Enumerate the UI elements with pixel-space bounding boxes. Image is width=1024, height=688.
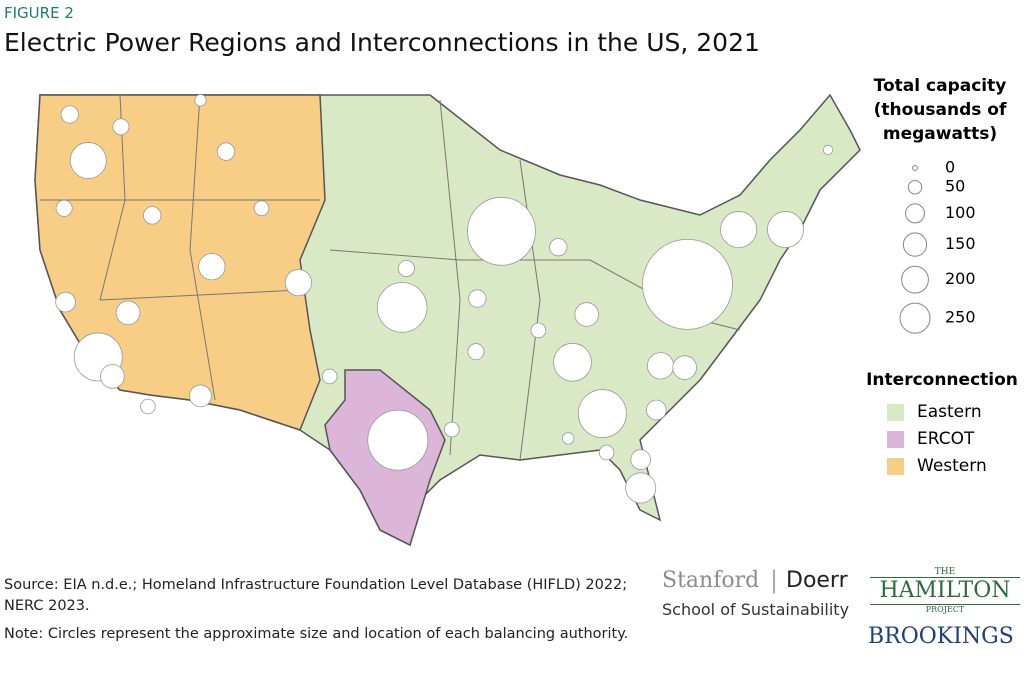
- note: Note: Circles represent the approximate …: [4, 626, 629, 642]
- size-legend-label: 50: [945, 177, 965, 196]
- logo-project: PROJECT: [925, 605, 965, 614]
- bubble: [253, 200, 270, 217]
- bubble: [115, 300, 141, 326]
- logo-school: School of Sustainability: [662, 600, 850, 619]
- border: [99, 289, 301, 301]
- title: Electric Power Regions and Interconnecti…: [4, 28, 760, 57]
- logo-stanford: Stanford: [662, 568, 760, 593]
- legend-label: Eastern: [917, 402, 982, 422]
- bubble: [198, 253, 226, 281]
- bubble: [189, 384, 212, 408]
- bubble: [553, 342, 592, 382]
- figure-label: FIGURE 2: [4, 4, 74, 22]
- legend-swatch: [887, 431, 904, 448]
- size-legend-circle: [902, 232, 928, 257]
- bubble: [194, 94, 207, 107]
- bubble: [444, 421, 460, 438]
- legend-swatch: [887, 458, 904, 475]
- logo-brookings: BROOKINGS: [868, 624, 1014, 649]
- bubble: [112, 118, 130, 136]
- border: [189, 94, 216, 401]
- bubble: [646, 352, 675, 380]
- bubble: [140, 398, 156, 415]
- bubble: [562, 432, 575, 445]
- size-legend-circle: [912, 165, 918, 171]
- size-legend-label: 250: [945, 308, 976, 327]
- size-legend-title: (thousands of: [874, 100, 1007, 120]
- color-legend-title: Interconnection: [866, 370, 1018, 390]
- logo-hamilton: THE HAMILTON PROJECT: [870, 567, 1020, 614]
- bubble: [598, 444, 615, 461]
- bubble: [767, 211, 804, 248]
- border: [519, 159, 541, 461]
- bubble: [577, 389, 627, 439]
- logo-the: THE: [934, 567, 956, 577]
- bubble: [549, 238, 568, 257]
- source: Source: EIA n.d.e.; Homeland Infrastruct…: [4, 577, 628, 614]
- bubble: [672, 355, 697, 380]
- border: [329, 249, 590, 261]
- border: [439, 99, 461, 456]
- size-legend-circle: [901, 265, 929, 294]
- bubble: [468, 289, 487, 308]
- size-legend-circle: [905, 203, 925, 224]
- bubble: [467, 343, 485, 361]
- bubble: [321, 368, 338, 385]
- bubble: [397, 259, 415, 277]
- bubble: [645, 399, 667, 421]
- size-legend-label: 0: [945, 158, 955, 177]
- size-legend-title: Total capacity: [874, 76, 1007, 96]
- size-legend-circle: [907, 180, 923, 195]
- bubble: [642, 238, 733, 330]
- bubble: [823, 144, 834, 155]
- bubble: [376, 282, 428, 333]
- bubble: [530, 322, 547, 339]
- bubble: [55, 291, 76, 313]
- bubble: [60, 105, 79, 124]
- size-legend-label: 150: [945, 234, 976, 253]
- bubble: [69, 142, 107, 179]
- bubble: [55, 199, 73, 217]
- legend-label: ERCOT: [917, 429, 975, 449]
- bubble: [284, 269, 313, 297]
- bubble: [216, 142, 236, 161]
- bubble: [367, 409, 429, 471]
- logo-divider: |: [770, 566, 779, 594]
- legend-swatch: [887, 404, 904, 421]
- size-legend-label: 200: [945, 269, 976, 288]
- bubble: [467, 196, 536, 266]
- size-legend-label: 100: [945, 203, 976, 222]
- bubble: [630, 449, 651, 470]
- map: Total capacity (thousands of megawatts) 050…: [34, 76, 1018, 547]
- logo-hamilton-name: HAMILTON: [870, 577, 1020, 605]
- bubble: [574, 302, 599, 327]
- bubble: [720, 211, 758, 248]
- logo-doerr: Doerr: [786, 568, 848, 593]
- size-legend-title: megawatts): [883, 124, 997, 144]
- bubble: [625, 472, 657, 504]
- bubble: [143, 206, 162, 225]
- bubble: [100, 364, 125, 389]
- size-legend-circle: [899, 302, 931, 334]
- legend-label: Western: [917, 456, 987, 476]
